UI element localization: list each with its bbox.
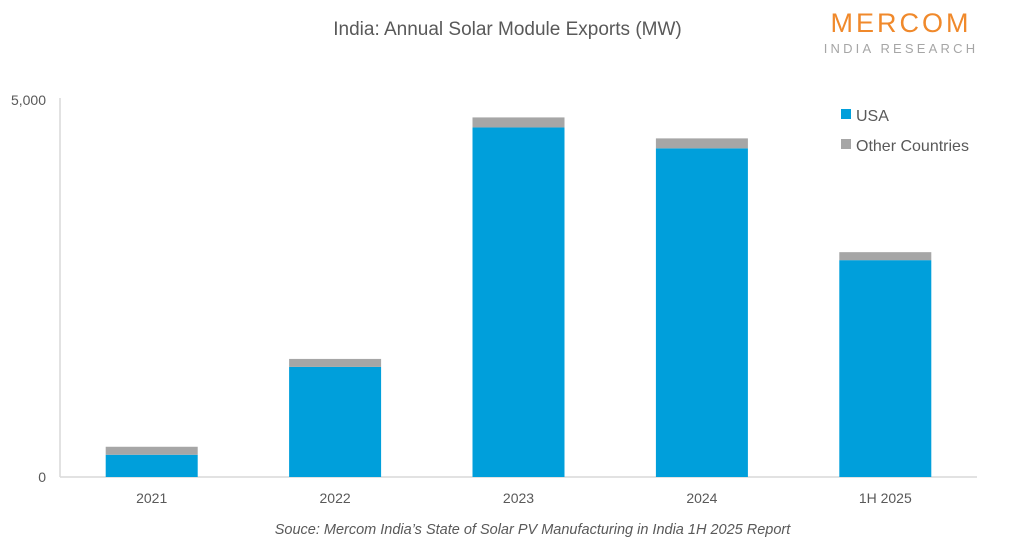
- x-tick-label: 2024: [686, 490, 717, 506]
- legend-swatch: [841, 109, 851, 119]
- legend-label: USA: [856, 108, 889, 125]
- x-tick-label: 2022: [320, 490, 351, 506]
- bar-usa-2021: [105, 454, 198, 477]
- source-note: Souce: Mercom India’s State of Solar PV …: [274, 522, 791, 538]
- logo-sub: INDIA RESEARCH: [823, 41, 979, 56]
- bar-usa-2024: [655, 148, 748, 477]
- mercom-logo: MERCOM INDIA RESEARCH: [816, 8, 986, 56]
- bar-other-2023: [472, 117, 565, 128]
- x-tick-label: 2023: [503, 490, 534, 506]
- bar-usa-1H2025: [839, 260, 932, 477]
- bar-usa-2022: [289, 366, 382, 477]
- bar-other-2024: [655, 138, 748, 149]
- bar-other-1H2025: [839, 252, 932, 261]
- bar-usa-2023: [472, 127, 565, 477]
- bar-other-2021: [105, 446, 198, 455]
- chart-title: India: Annual Solar Module Exports (MW): [333, 19, 682, 40]
- legend-label: Other Countries: [856, 138, 969, 155]
- bar-other-2022: [289, 358, 382, 367]
- legend-swatch: [841, 139, 851, 149]
- logo-main: MERCOM: [830, 8, 972, 38]
- x-tick-label: 1H 2025: [859, 490, 912, 506]
- y-tick-label: 0: [38, 469, 46, 485]
- y-tick-label: 5,000: [11, 92, 46, 108]
- x-tick-label: 2021: [136, 490, 167, 506]
